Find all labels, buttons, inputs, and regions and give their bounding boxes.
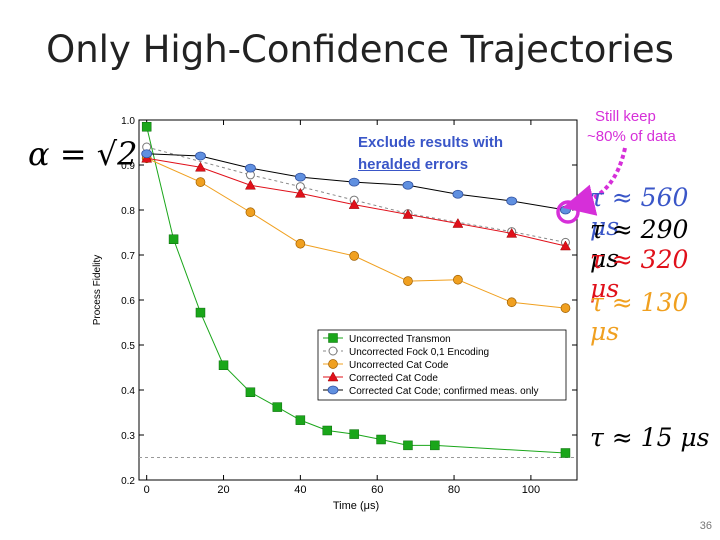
- y-tick-label: 1.0: [121, 116, 135, 127]
- x-axis-label: Time (μs): [333, 500, 379, 512]
- series-4-point: [452, 189, 464, 199]
- series-4-point: [141, 149, 153, 159]
- series-3-point: [348, 199, 360, 209]
- series-0-point: [141, 122, 152, 132]
- series-0-point: [403, 440, 413, 451]
- callout-line1: Exclude results with: [358, 134, 504, 151]
- callout-heralded: heralded: [358, 156, 421, 173]
- tau-confirmed: τ ≈ 560 μs: [590, 183, 689, 241]
- series-0-point: [560, 448, 571, 458]
- series-3-point: [506, 227, 518, 238]
- x-tick-label: 20: [217, 484, 229, 496]
- keep-note: Still keep ~80% of data: [587, 107, 676, 147]
- series-3-point: [402, 208, 414, 219]
- legend-label: Uncorrected Transmon: [349, 334, 451, 345]
- legend-label: Uncorrected Fock 0,1 Encoding: [349, 347, 489, 358]
- callout-text: Exclude results with heralded errors: [358, 132, 504, 176]
- y-tick-label: 0.2: [121, 476, 135, 487]
- tau-corrected-cat: τ ≈ 320 μs: [590, 245, 689, 303]
- tau-fock: τ ≈ 290 μs: [590, 215, 689, 273]
- tau-transmon: τ ≈ 15 μs: [590, 423, 710, 452]
- series-0-point: [195, 307, 206, 318]
- slide-title: Only High-Confidence Trajectories: [46, 28, 674, 71]
- x-tick-label: 100: [522, 484, 540, 496]
- legend-marker: [328, 346, 338, 356]
- x-tick-label: 40: [294, 484, 306, 496]
- x-tick-label: 0: [144, 484, 150, 496]
- x-tick-label: 80: [448, 484, 460, 496]
- series-2-point: [560, 303, 571, 313]
- keep-arrow: [562, 147, 627, 216]
- series-2-point: [195, 177, 206, 187]
- series-2-point: [245, 207, 256, 218]
- series-4-point: [402, 180, 414, 190]
- y-tick-label: 0.6: [121, 296, 135, 307]
- series-3-point: [294, 187, 306, 198]
- series-2-point: [349, 251, 360, 261]
- keep-line2: ~80% of data: [587, 128, 676, 145]
- series-3-point: [452, 217, 464, 228]
- series-2-point: [506, 297, 517, 308]
- keep-line1: Still keep: [595, 108, 656, 125]
- alpha-equation: α = √2: [28, 135, 138, 173]
- series-4-point: [348, 177, 360, 187]
- series-2-point: [453, 274, 463, 285]
- tau-uncorrected-cat: τ ≈ 130 μs: [590, 288, 689, 346]
- series-0-point: [272, 402, 283, 412]
- y-axis-label: Process Fidelity: [92, 255, 103, 326]
- series-4-point: [245, 163, 256, 173]
- y-tick-label: 0.5: [121, 341, 135, 352]
- series-3-point: [244, 179, 256, 190]
- legend-marker: [328, 359, 338, 369]
- legend: Uncorrected Transmon Uncorrected Fock 0,1…: [317, 329, 567, 401]
- series-4-point: [294, 172, 306, 182]
- series-0-point: [218, 360, 229, 370]
- page-number: 36: [699, 520, 712, 532]
- x-tick-label: 60: [371, 484, 383, 496]
- y-tick-label: 0.9: [121, 161, 135, 172]
- legend-marker: [327, 371, 339, 382]
- series-4-point: [506, 196, 518, 206]
- series-0-point: [430, 440, 440, 451]
- series-0-point: [376, 434, 386, 445]
- series-0-point: [245, 387, 256, 397]
- y-tick-label: 0.8: [121, 206, 135, 217]
- callout-rest: errors: [420, 156, 469, 173]
- legend-marker: [327, 385, 339, 395]
- y-tick-label: 0.7: [121, 251, 135, 262]
- series-0-point: [168, 234, 179, 244]
- series-4-point: [560, 205, 571, 215]
- y-tick-label: 0.3: [121, 431, 135, 442]
- series-4-point: [195, 151, 206, 161]
- legend-label: Uncorrected Cat Code: [349, 360, 449, 371]
- series-2-point: [295, 238, 306, 249]
- series-0-point: [295, 415, 306, 425]
- series-2-point: [403, 276, 413, 286]
- legend-label: Corrected Cat Code; confirmed meas. only: [349, 386, 539, 397]
- y-tick-label: 0.4: [121, 386, 135, 397]
- series-0-point: [322, 425, 333, 436]
- series-0-point: [349, 429, 359, 439]
- legend-label: Corrected Cat Code: [349, 373, 438, 384]
- series-3-point: [560, 240, 571, 251]
- legend-marker: [328, 333, 338, 343]
- series-3-point: [195, 161, 206, 172]
